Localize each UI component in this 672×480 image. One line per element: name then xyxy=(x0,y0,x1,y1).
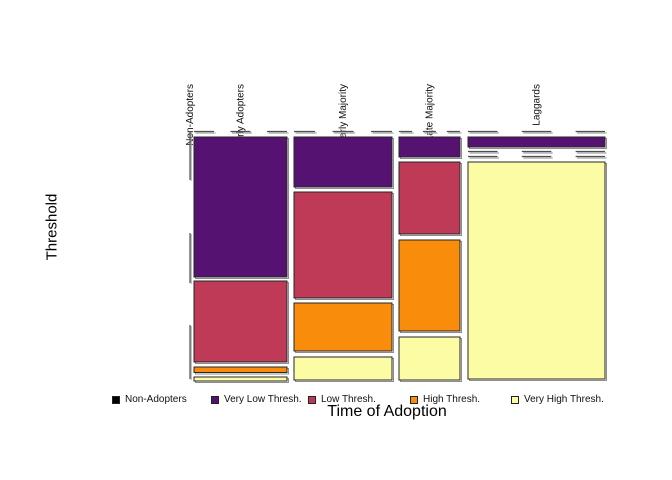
column-label-early-majority: Early Majority xyxy=(338,84,349,145)
mosaic-cell-early-adopters-high-thresh xyxy=(193,366,288,373)
legend-label: Low Thresh. xyxy=(321,394,376,405)
mosaic-cell-laggards-very-high-thresh xyxy=(467,161,606,380)
legend-swatch-very-high-thresh xyxy=(511,395,519,404)
x-axis-title: Time of Adoption xyxy=(327,403,447,420)
column-label-late-majority: Late Majority xyxy=(425,84,436,141)
legend-item-very-high-thresh: Very High Thresh. xyxy=(511,394,604,405)
mosaic-cell-late-majority-low-thresh xyxy=(398,161,461,235)
legend-item-non-adopters: Non-Adopters xyxy=(112,394,187,405)
mosaic-cell-late-majority-high-thresh xyxy=(398,239,461,332)
column-label-non-adopters: Non-Adopters xyxy=(185,84,196,146)
legend-item-very-low-thresh: Very Low Thresh. xyxy=(211,394,302,405)
mosaic-cell-early-adopters-very-high-thresh xyxy=(193,376,288,382)
column-label-early-adopters: Early Adopters xyxy=(236,84,247,149)
legend-item-high-thresh: High Thresh. xyxy=(410,394,480,405)
legend-swatch-very-low-thresh xyxy=(211,395,219,404)
legend-label: Very High Thresh. xyxy=(524,394,604,405)
legend-label: Non-Adopters xyxy=(125,394,187,405)
legend-label: High Thresh. xyxy=(423,394,481,405)
mosaic-cell-laggards-very-low-thresh xyxy=(467,136,606,148)
legend-label: Very Low Thresh. xyxy=(224,394,302,405)
legend-swatch-non-adopters xyxy=(112,395,120,404)
legend-item-low-thresh: Low Thresh. xyxy=(308,394,376,405)
mosaic-cell-early-majority-very-high-thresh xyxy=(293,356,393,381)
mosaic-cell-late-majority-very-high-thresh xyxy=(398,336,461,381)
legend-swatch-low-thresh xyxy=(308,395,316,404)
mosaic-cell-early-majority-low-thresh xyxy=(293,191,393,299)
mosaic-cell-late-majority-very-low-thresh xyxy=(398,136,461,158)
column-label-laggards: Laggards xyxy=(532,84,543,126)
mosaic-cell-early-majority-high-thresh xyxy=(293,302,393,352)
mosaic-cell-early-adopters-very-low-thresh xyxy=(193,136,288,278)
mosaic-cell-early-adopters-low-thresh xyxy=(193,280,288,363)
legend-swatch-high-thresh xyxy=(410,395,418,404)
mosaic-cell-early-majority-very-low-thresh xyxy=(293,136,393,188)
